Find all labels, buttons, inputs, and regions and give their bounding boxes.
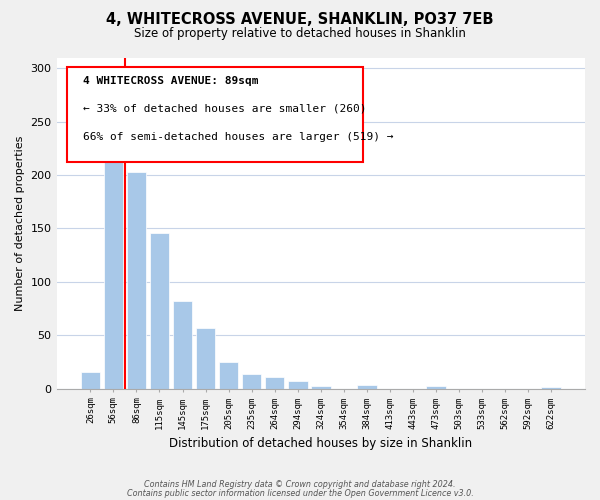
Bar [196,328,215,389]
Bar [242,374,262,389]
Text: ← 33% of detached houses are smaller (260): ← 33% of detached houses are smaller (26… [83,104,367,114]
Text: 4 WHITECROSS AVENUE: 89sqm: 4 WHITECROSS AVENUE: 89sqm [83,76,259,86]
Bar [426,386,446,389]
Bar [149,233,169,389]
Text: 4, WHITECROSS AVENUE, SHANKLIN, PO37 7EB: 4, WHITECROSS AVENUE, SHANKLIN, PO37 7EB [106,12,494,28]
Text: Size of property relative to detached houses in Shanklin: Size of property relative to detached ho… [134,28,466,40]
Text: Contains HM Land Registry data © Crown copyright and database right 2024.: Contains HM Land Registry data © Crown c… [144,480,456,489]
Bar [288,382,308,389]
Bar [219,362,238,389]
Bar [104,152,123,389]
Text: 66% of semi-detached houses are larger (519) →: 66% of semi-detached houses are larger (… [83,132,394,142]
Bar [80,372,100,389]
Y-axis label: Number of detached properties: Number of detached properties [15,136,25,311]
X-axis label: Distribution of detached houses by size in Shanklin: Distribution of detached houses by size … [169,437,472,450]
Bar [173,301,193,389]
Bar [357,384,377,389]
Bar [127,172,146,389]
Bar [541,386,561,389]
FancyBboxPatch shape [67,68,363,162]
Bar [311,386,331,389]
Text: Contains public sector information licensed under the Open Government Licence v3: Contains public sector information licen… [127,490,473,498]
Bar [265,377,284,389]
